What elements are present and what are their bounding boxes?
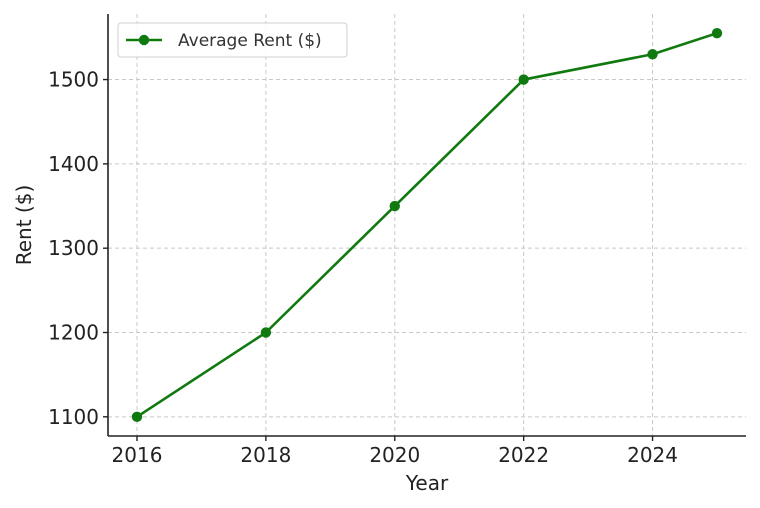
- data-point: [711, 27, 723, 39]
- x-tick-label: 2016: [112, 443, 163, 467]
- legend: Average Rent ($): [117, 22, 348, 58]
- series-layer: [131, 27, 723, 423]
- data-point: [518, 74, 529, 85]
- data-point: [647, 49, 658, 60]
- legend-marker: [138, 34, 150, 46]
- y-axis-title: Rent ($): [12, 185, 36, 266]
- data-point: [131, 411, 143, 423]
- axes: 2016 2018 2020 2022 2024 1100 1200 1300 1400 1500: [48, 14, 746, 467]
- series-line: [136, 31, 718, 418]
- data-point: [389, 200, 400, 212]
- x-tick-label: 2018: [240, 443, 291, 467]
- x-axis-title: Year: [405, 471, 449, 495]
- x-tick-label: 2024: [627, 443, 678, 467]
- y-tick-label: 1500: [48, 68, 99, 92]
- legend-label: Average Rent ($): [178, 31, 322, 51]
- y-tick-label: 1300: [48, 236, 99, 260]
- data-point: [260, 327, 272, 338]
- y-tick-label: 1400: [48, 152, 99, 176]
- y-tick-label: 1200: [48, 321, 99, 345]
- legend-box: [117, 22, 348, 58]
- x-tick-label: 2022: [498, 443, 549, 467]
- y-tick-label: 1100: [48, 405, 99, 429]
- x-tick-label: 2020: [369, 443, 420, 467]
